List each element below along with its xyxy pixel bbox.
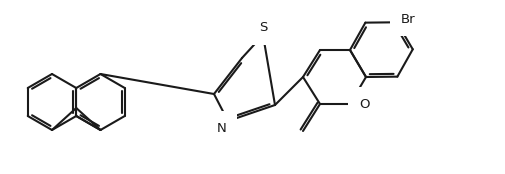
Text: O: O: [359, 97, 370, 110]
Text: S: S: [259, 21, 267, 34]
Text: N: N: [216, 122, 226, 135]
Text: Br: Br: [401, 13, 416, 26]
